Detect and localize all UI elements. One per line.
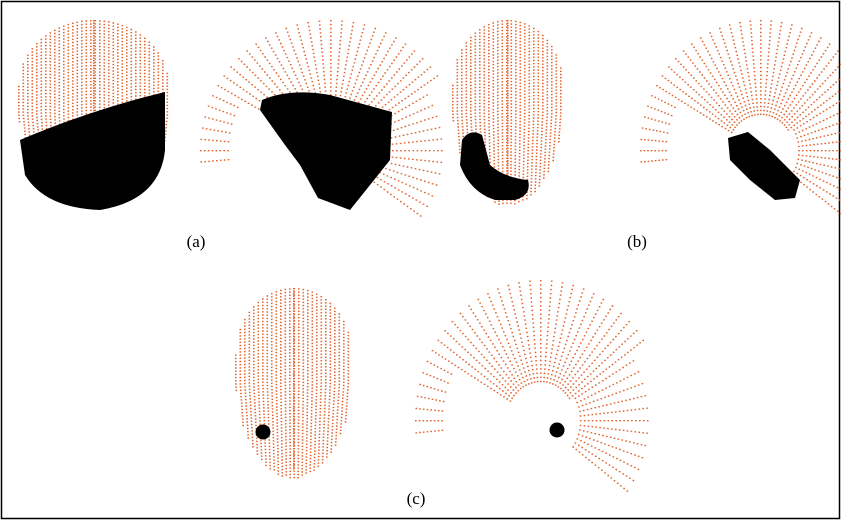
caption: (a) bbox=[187, 232, 206, 251]
caption: (b) bbox=[627, 232, 647, 251]
figure: (a) (b) (c) bbox=[0, 0, 841, 520]
caption: (c) bbox=[407, 489, 426, 508]
region-c-front bbox=[256, 425, 271, 440]
region-c-side bbox=[550, 423, 565, 438]
